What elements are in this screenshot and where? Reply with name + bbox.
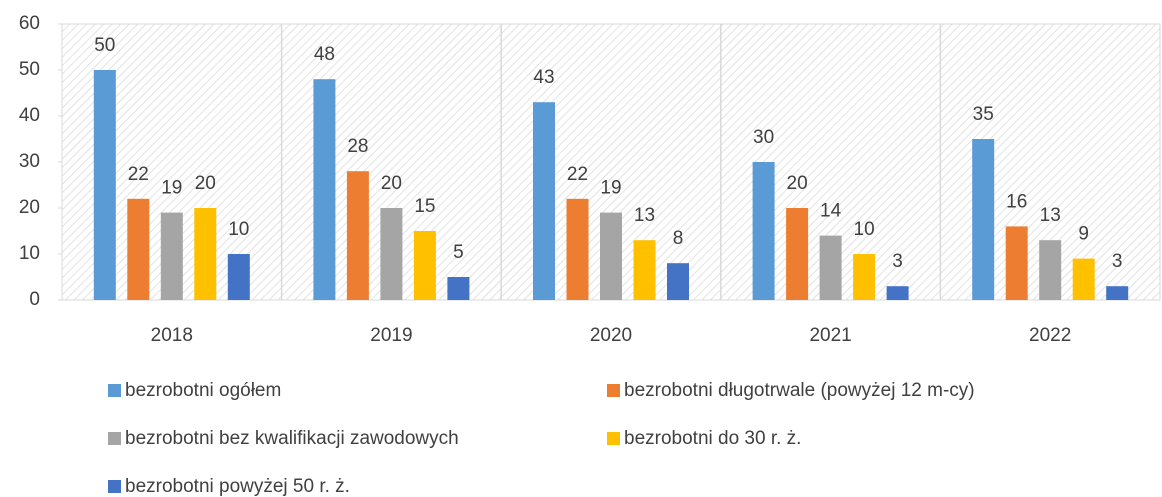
y-tick-label: 0 — [29, 289, 40, 310]
legend-label: bezrobotni długotrwale (powyżej 12 m-cy) — [624, 380, 975, 401]
bar — [667, 263, 689, 300]
data-label: 16 — [1006, 191, 1027, 212]
x-tick-label: 2019 — [370, 325, 412, 346]
data-label: 19 — [600, 178, 621, 199]
data-label: 20 — [381, 173, 402, 194]
bar — [127, 198, 150, 300]
data-label: 48 — [314, 44, 335, 65]
legend-label: bezrobotni ogółem — [125, 380, 281, 401]
legend-swatch — [108, 480, 121, 493]
data-label: 19 — [161, 178, 182, 199]
y-tick-label: 60 — [19, 13, 40, 34]
data-label: 8 — [673, 228, 684, 249]
data-label: 22 — [567, 164, 588, 185]
bar — [786, 208, 809, 300]
bar — [346, 171, 369, 300]
bar — [194, 208, 217, 300]
data-label: 50 — [94, 35, 115, 56]
bar — [566, 198, 589, 300]
data-label: 14 — [820, 201, 842, 222]
data-label: 13 — [1040, 205, 1061, 226]
bar — [752, 162, 775, 300]
legend-label: bezrobotni bez kwalifikacji zawodowych — [125, 428, 459, 449]
data-label: 13 — [634, 205, 655, 226]
data-label: 3 — [892, 251, 903, 272]
bar — [633, 240, 656, 300]
bar — [1072, 258, 1095, 300]
data-label: 20 — [195, 173, 216, 194]
legend-swatch — [607, 432, 620, 445]
data-label: 35 — [973, 104, 994, 125]
bar — [972, 139, 995, 300]
bar — [533, 102, 555, 300]
bar — [886, 286, 909, 300]
data-label: 22 — [128, 164, 149, 185]
y-tick-label: 40 — [19, 105, 40, 126]
bar — [1106, 286, 1129, 300]
bar — [227, 254, 250, 300]
bar — [819, 235, 842, 300]
bar — [853, 254, 876, 300]
data-label: 10 — [228, 219, 249, 240]
legend-label: bezrobotni do 30 r. ż. — [624, 428, 801, 449]
data-label: 43 — [533, 67, 554, 88]
bar — [447, 277, 470, 300]
bar — [413, 231, 436, 300]
y-tick-label: 10 — [19, 243, 40, 264]
data-label: 9 — [1078, 224, 1089, 245]
y-tick-label: 20 — [19, 197, 40, 218]
y-tick-label: 30 — [19, 151, 40, 172]
x-tick-label: 2020 — [590, 325, 632, 346]
bar — [600, 212, 622, 300]
data-label: 3 — [1112, 251, 1123, 272]
data-label: 5 — [453, 242, 464, 263]
bar — [160, 212, 183, 300]
bar — [313, 79, 336, 300]
bar — [93, 70, 116, 300]
bar — [1005, 226, 1028, 300]
data-label: 30 — [753, 127, 774, 148]
legend-swatch — [108, 384, 121, 397]
data-label: 20 — [787, 173, 808, 194]
x-tick-label: 2022 — [1029, 325, 1071, 346]
data-label: 15 — [414, 196, 435, 217]
legend-swatch — [607, 384, 620, 397]
data-label: 28 — [347, 136, 368, 157]
x-tick-label: 2021 — [809, 325, 851, 346]
bar — [1039, 240, 1062, 300]
data-label: 10 — [854, 219, 875, 240]
x-tick-label: 2018 — [151, 325, 193, 346]
y-tick-label: 50 — [19, 59, 40, 80]
legend-swatch — [108, 432, 121, 445]
bar — [380, 208, 403, 300]
legend-label: bezrobotni powyżej 50 r. ż. — [125, 476, 350, 497]
